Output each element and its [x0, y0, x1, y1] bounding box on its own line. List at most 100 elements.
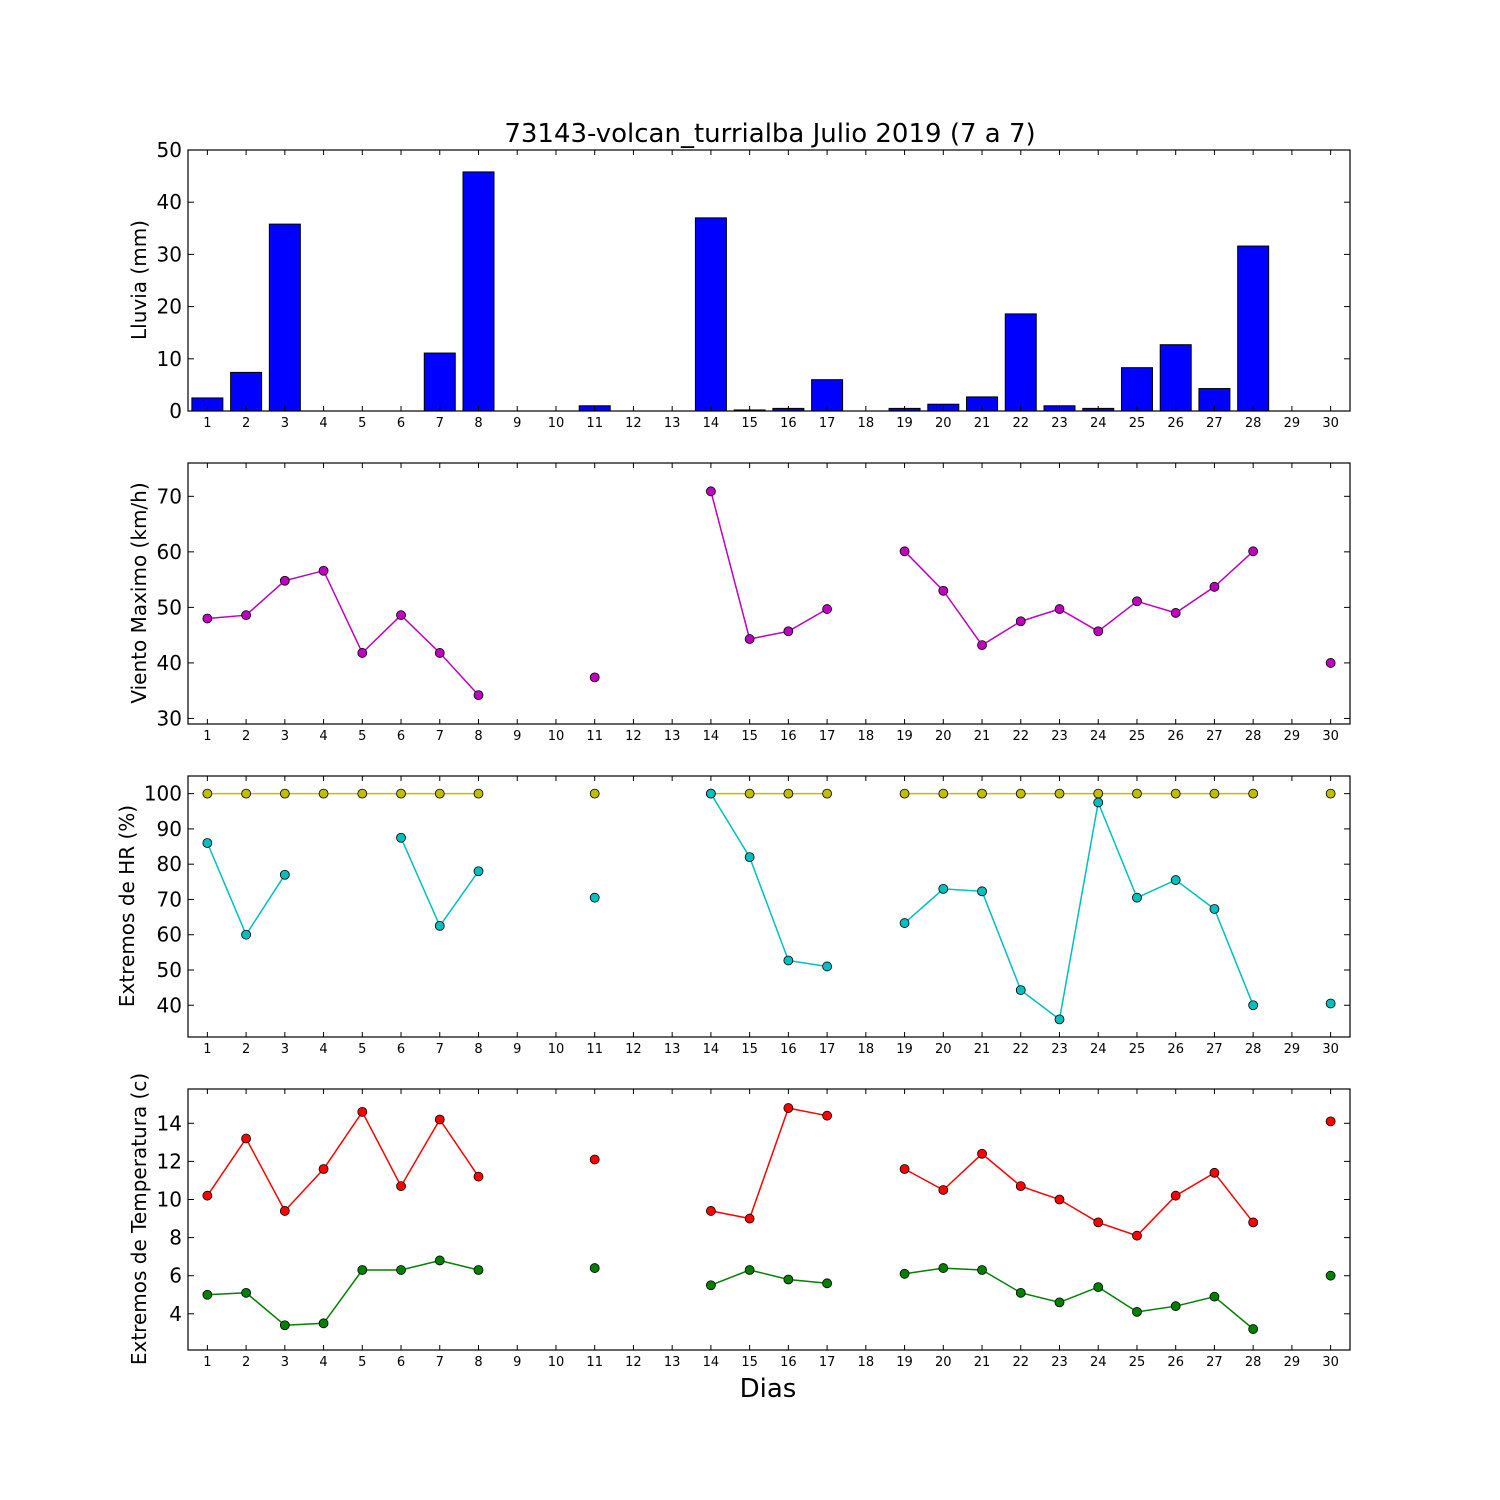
- hr-max-point: [977, 788, 987, 799]
- x-tick-label: 14: [703, 1042, 720, 1057]
- hr-max-point: [1170, 788, 1181, 799]
- x-tick-label: 13: [664, 416, 681, 431]
- hr-min-point: [473, 866, 484, 877]
- hr-min-point: [396, 832, 406, 843]
- hr-max-point: [1248, 788, 1259, 799]
- x-tick-label: 7: [436, 1355, 444, 1370]
- x-tick-label: 18: [858, 729, 875, 744]
- hr-max-point: [1015, 788, 1026, 799]
- x-tick-label: 11: [586, 1355, 603, 1370]
- hr-min-line: [206, 842, 286, 937]
- y-tick-label: 30: [157, 242, 182, 266]
- x-tick-label: 19: [896, 1042, 913, 1057]
- x-tick-label: 20: [935, 1042, 952, 1057]
- rain-bar: [230, 371, 263, 412]
- x-tick-label: 16: [780, 729, 797, 744]
- temp-max-point: [1054, 1194, 1065, 1205]
- x-tick-label: 23: [1051, 729, 1068, 744]
- temp-max-point: [357, 1106, 368, 1117]
- wind-max-point: [938, 585, 949, 596]
- wind-max-point: [706, 486, 716, 497]
- x-tick-label: 25: [1129, 1355, 1146, 1370]
- wind-max-point: [977, 640, 987, 651]
- x-tick-label: 6: [397, 416, 405, 431]
- x-tick-label: 30: [1322, 729, 1339, 744]
- temp-max-point: [783, 1103, 794, 1113]
- x-tick-label: 28: [1245, 729, 1262, 744]
- rain-bar: [1120, 367, 1153, 412]
- hr-max-point: [1054, 788, 1065, 799]
- x-tick-label: 14: [703, 1355, 720, 1370]
- wind-max-point: [1325, 658, 1336, 668]
- hr-min-point: [279, 869, 290, 880]
- x-tick-label: 9: [513, 416, 521, 431]
- rain-bar: [462, 171, 495, 412]
- x-tick-label: 10: [548, 416, 565, 431]
- x-tick-label: 24: [1090, 729, 1107, 744]
- x-tick-label: 12: [625, 1042, 642, 1057]
- x-tick-label: 26: [1167, 729, 1184, 744]
- temp-max-point: [1248, 1217, 1259, 1228]
- wind-max-point: [434, 648, 445, 658]
- x-tick-label: 23: [1051, 1042, 1068, 1057]
- hr-max-point: [357, 788, 368, 799]
- temp-min-line: [904, 1267, 1254, 1330]
- wind-max-point: [822, 604, 832, 614]
- x-tick-label: 9: [513, 729, 521, 744]
- rain-bar: [268, 223, 301, 412]
- hr-max-point: [783, 788, 794, 799]
- temp-min-point: [744, 1265, 755, 1275]
- hr-min-point: [977, 886, 987, 897]
- x-tick-label: 8: [474, 729, 482, 744]
- x-tick-label: 13: [664, 1355, 681, 1370]
- x-tick-label: 2: [242, 1355, 250, 1370]
- hr-min-line: [400, 837, 480, 928]
- wind-max-point: [783, 626, 794, 637]
- x-tick-label: 25: [1129, 416, 1146, 431]
- wind-ylabel: Viento Maximo (km/h): [127, 482, 151, 703]
- y-tick-label: 70: [157, 887, 182, 911]
- wind-max-point: [744, 634, 755, 644]
- x-tick-label: 29: [1284, 416, 1301, 431]
- hr-min-point: [744, 852, 755, 863]
- x-tick-label: 3: [281, 729, 289, 744]
- hr-min-point: [783, 955, 794, 966]
- hr-max-point: [1325, 788, 1336, 799]
- temp-max-point: [706, 1206, 716, 1216]
- x-tick-label: 8: [474, 1042, 482, 1057]
- x-tick-label: 17: [819, 1355, 836, 1370]
- x-tick-label: 17: [819, 1042, 836, 1057]
- x-tick-label: 10: [548, 1355, 565, 1370]
- x-tick-label: 24: [1090, 416, 1107, 431]
- x-tick-label: 15: [741, 416, 758, 431]
- y-tick-label: 60: [157, 923, 182, 947]
- wind-max-point: [1209, 581, 1220, 592]
- temp-max-point: [589, 1154, 600, 1165]
- y-tick-label: 0: [169, 399, 182, 423]
- hr-max-point: [1093, 788, 1104, 799]
- x-tick-label: 23: [1051, 1355, 1068, 1370]
- x-tick-label: 23: [1051, 416, 1068, 431]
- x-tick-label: 9: [513, 1355, 521, 1370]
- x-tick-label: 4: [319, 416, 327, 431]
- hr-min-point: [1132, 892, 1142, 903]
- plot-frame: [187, 149, 1351, 412]
- y-tick-label: 50: [157, 595, 182, 619]
- temp-max-point: [396, 1181, 406, 1192]
- temp-min-point: [938, 1263, 949, 1273]
- x-tick-label: 2: [242, 416, 250, 431]
- x-tick-label: 27: [1206, 729, 1223, 744]
- x-tick-label: 10: [548, 1042, 565, 1057]
- x-tick-label: 1: [203, 1355, 211, 1370]
- hr-max-point: [241, 788, 252, 799]
- y-tick-label: 20: [157, 295, 182, 319]
- temp-min-point: [357, 1265, 368, 1275]
- temp-min-point: [1209, 1291, 1220, 1302]
- hr-min-line: [710, 793, 828, 968]
- x-tick-label: 20: [935, 729, 952, 744]
- x-tick-label: 15: [741, 729, 758, 744]
- temp-max-point: [899, 1164, 910, 1174]
- rain-bar: [811, 379, 844, 412]
- hr-min-point: [241, 929, 252, 940]
